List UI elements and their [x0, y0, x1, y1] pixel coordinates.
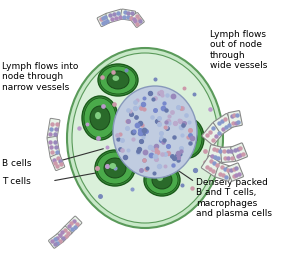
Ellipse shape [67, 48, 223, 228]
Ellipse shape [95, 112, 101, 119]
Ellipse shape [84, 98, 116, 138]
FancyBboxPatch shape [201, 156, 223, 177]
Ellipse shape [100, 66, 136, 94]
FancyBboxPatch shape [50, 153, 65, 171]
FancyBboxPatch shape [231, 143, 248, 161]
FancyBboxPatch shape [220, 147, 236, 163]
FancyBboxPatch shape [130, 12, 144, 28]
FancyBboxPatch shape [215, 163, 233, 181]
Ellipse shape [179, 127, 197, 149]
Ellipse shape [110, 163, 116, 169]
FancyBboxPatch shape [47, 136, 60, 158]
Ellipse shape [174, 120, 202, 156]
Ellipse shape [98, 64, 138, 96]
Ellipse shape [107, 71, 129, 89]
FancyBboxPatch shape [213, 114, 235, 134]
Ellipse shape [144, 164, 180, 196]
Ellipse shape [146, 166, 178, 194]
Text: T cells: T cells [2, 177, 31, 185]
Ellipse shape [112, 76, 119, 81]
FancyBboxPatch shape [64, 216, 82, 234]
Text: Densely packed
B and T cells,
macrophages
and plasma cells: Densely packed B and T cells, macrophage… [196, 178, 272, 218]
Ellipse shape [172, 118, 204, 158]
Ellipse shape [95, 150, 135, 186]
FancyBboxPatch shape [207, 145, 225, 162]
Text: Lymph flows
out of node
through
wide vessels: Lymph flows out of node through wide ves… [210, 30, 267, 70]
FancyBboxPatch shape [56, 226, 72, 242]
FancyBboxPatch shape [120, 9, 136, 21]
Ellipse shape [90, 106, 110, 130]
Text: B cells: B cells [2, 158, 32, 167]
Ellipse shape [152, 171, 172, 189]
Ellipse shape [104, 158, 126, 178]
FancyBboxPatch shape [47, 118, 60, 140]
FancyBboxPatch shape [226, 163, 243, 181]
FancyBboxPatch shape [106, 9, 124, 23]
FancyBboxPatch shape [97, 14, 111, 27]
FancyBboxPatch shape [49, 234, 64, 248]
FancyBboxPatch shape [202, 123, 224, 145]
Ellipse shape [184, 133, 189, 139]
Ellipse shape [97, 152, 133, 184]
Ellipse shape [157, 176, 163, 181]
Ellipse shape [113, 86, 197, 178]
FancyBboxPatch shape [228, 111, 242, 127]
Ellipse shape [82, 96, 118, 140]
Ellipse shape [72, 53, 218, 223]
Text: Lymph flows into
node through
narrow vessels: Lymph flows into node through narrow ves… [2, 62, 78, 92]
